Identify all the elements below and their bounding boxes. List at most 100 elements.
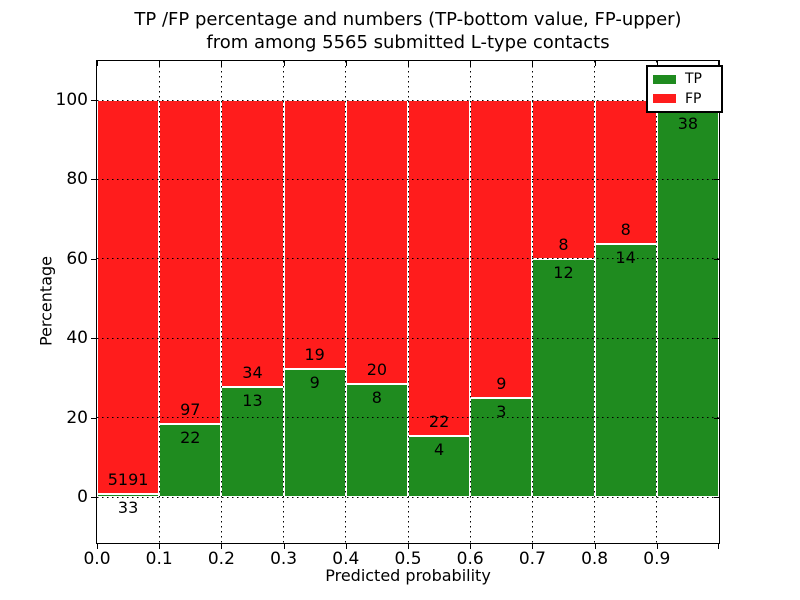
tp-legend-label: TP xyxy=(685,71,702,88)
bar-segment-tp xyxy=(345,383,408,497)
gridline-horizontal xyxy=(97,496,719,498)
y-tick-label: 80 xyxy=(66,169,88,190)
x-tick-label: 0.7 xyxy=(518,549,546,569)
x-tick-label: 0.9 xyxy=(643,549,671,569)
chart-title-line2: from among 5565 submitted L-type contact… xyxy=(206,32,610,53)
gridline-vertical xyxy=(531,61,533,543)
bar-segment-tp xyxy=(159,423,222,497)
x-tick-label: 0.4 xyxy=(332,549,360,569)
y-tick-left xyxy=(91,179,96,181)
y-tick-left xyxy=(91,338,96,340)
x-tick-label: 0.5 xyxy=(394,549,422,569)
gridline-vertical xyxy=(158,61,160,543)
x-tick-bottom xyxy=(345,544,347,549)
x-tick-bottom xyxy=(283,544,285,549)
x-tick-bottom xyxy=(408,544,409,549)
x-tick-top xyxy=(408,61,409,66)
y-tick-label: 40 xyxy=(66,328,88,349)
x-tick-top xyxy=(656,61,658,66)
bar-segment-fp xyxy=(408,100,471,436)
bar-label-fp: 22 xyxy=(428,411,450,431)
bar-segment-tp xyxy=(283,369,346,497)
y-tick-left xyxy=(91,417,96,419)
bar-label-fp: 8 xyxy=(558,234,569,254)
y-tick-right xyxy=(714,179,719,181)
x-tick-bottom xyxy=(470,544,472,549)
bar-segment-fp xyxy=(470,100,533,398)
x-tick-top xyxy=(283,61,285,66)
legend-item-tp: TP xyxy=(653,71,716,87)
bar-segment-fp xyxy=(221,100,284,388)
y-tick-right xyxy=(714,497,719,498)
bar-label-tp: 14 xyxy=(615,248,636,268)
x-axis-label: Predicted probability xyxy=(325,566,491,585)
bar-segment-fp xyxy=(594,100,657,245)
gridline-horizontal xyxy=(97,337,719,339)
bar-label-tp: 13 xyxy=(242,391,263,411)
bar-label-fp: 20 xyxy=(366,359,388,379)
x-tick-top xyxy=(594,61,596,66)
legend: TP FP xyxy=(646,65,723,113)
x-tick-bottom xyxy=(97,544,98,549)
bar-label-fp: 19 xyxy=(304,345,325,365)
gridline-vertical xyxy=(283,61,285,543)
gridline-vertical xyxy=(345,61,347,543)
x-tick-top xyxy=(159,61,161,66)
bar-label-fp: 34 xyxy=(242,363,263,383)
bar-segment-tp xyxy=(656,110,719,497)
chart-title: TP /FP percentage and numbers (TP-bottom… xyxy=(88,8,728,54)
y-tick-label: 100 xyxy=(55,90,88,110)
gridline-vertical xyxy=(220,61,222,543)
bar-label-fp: 97 xyxy=(180,399,201,419)
x-tick-top xyxy=(532,61,534,66)
fp-legend-swatch xyxy=(653,94,676,104)
fp-legend-label: FP xyxy=(685,90,702,107)
bar-segment-fp xyxy=(283,100,346,370)
bar-label-tp: 12 xyxy=(553,262,574,282)
x-tick-bottom xyxy=(159,544,161,549)
bar-segment-fp xyxy=(97,100,160,495)
gridline-horizontal xyxy=(97,258,719,260)
gridline-horizontal xyxy=(97,417,719,419)
y-tick-left xyxy=(91,100,96,101)
bar-label-tp: 9 xyxy=(309,373,320,393)
y-tick-right xyxy=(714,417,719,419)
x-tick-label: 0.3 xyxy=(270,549,298,569)
x-tick-bottom xyxy=(532,544,534,549)
gridline-vertical xyxy=(656,61,658,543)
plot-area: 5191 33 97 22 34 13 19 9 20 8 22 4 9 3 8 12 8 14 38 TP FP xyxy=(96,60,723,544)
chart-title-line1: TP /FP percentage and numbers (TP-bottom… xyxy=(134,9,682,30)
y-tick-right xyxy=(714,338,719,340)
bar-segment-tp xyxy=(594,244,657,497)
bar-segment-tp xyxy=(532,258,595,497)
x-tick-bottom xyxy=(221,544,223,549)
bar-segment-tp xyxy=(470,397,533,497)
x-tick-bottom xyxy=(718,544,719,549)
x-tick-label: 0.2 xyxy=(207,549,235,569)
bar-label-fp: 5191 xyxy=(107,470,149,490)
y-tick-label: 60 xyxy=(66,248,88,269)
legend-item-fp: FP xyxy=(653,91,716,107)
x-tick-label: 0.6 xyxy=(456,549,484,569)
y-tick-label: 0 xyxy=(77,487,88,507)
x-tick-label: 0.1 xyxy=(145,549,173,569)
x-tick-label: 0.8 xyxy=(581,549,609,569)
gridline-vertical xyxy=(594,61,596,543)
x-tick-top xyxy=(97,61,98,66)
bar-label-tp: 38 xyxy=(677,114,699,134)
bar-label-tp: 4 xyxy=(434,439,445,459)
bar-segment-fp xyxy=(159,100,222,424)
bar-label-fp: 9 xyxy=(496,373,507,393)
x-tick-top xyxy=(345,61,347,66)
bar-label-tp: 33 xyxy=(117,498,139,518)
bar-label-tp: 3 xyxy=(496,401,507,421)
bar-segment-fp xyxy=(345,100,408,384)
y-tick-left xyxy=(91,497,96,498)
bar-label-tp: 22 xyxy=(180,427,201,447)
bar-segment-tp xyxy=(408,435,471,497)
gridline-horizontal xyxy=(97,99,719,101)
x-tick-label: 0.0 xyxy=(83,549,111,569)
bar-label-fp: 8 xyxy=(620,220,631,240)
y-tick-left xyxy=(91,258,96,260)
